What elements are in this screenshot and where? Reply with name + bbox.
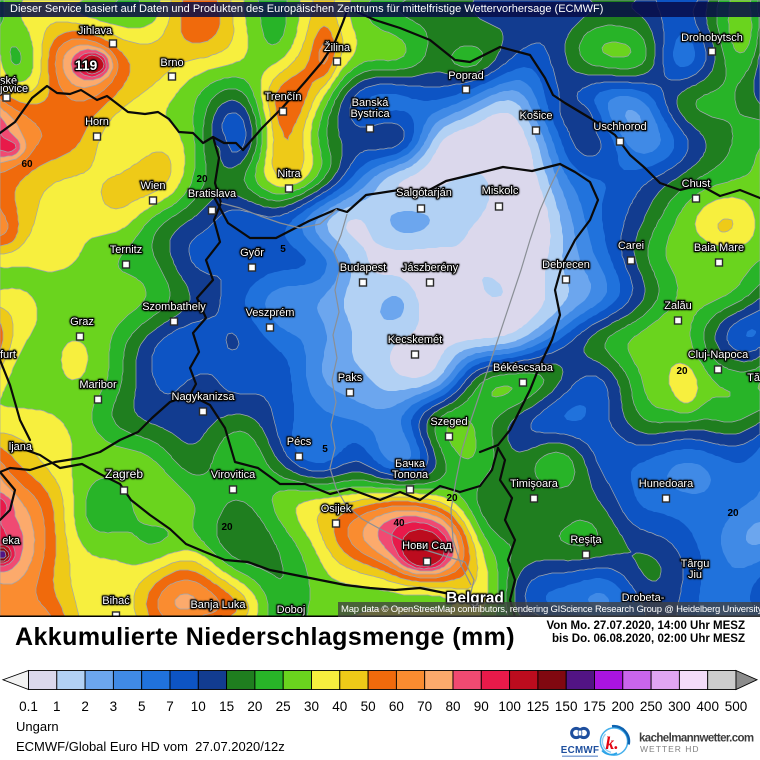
svg-text:Košice: Košice [519, 110, 552, 122]
svg-text:119: 119 [75, 57, 98, 73]
svg-text:40: 40 [332, 699, 347, 714]
svg-text:500: 500 [725, 699, 748, 714]
svg-text:Graz: Graz [70, 316, 94, 328]
svg-text:1: 1 [53, 699, 61, 714]
svg-text:60: 60 [21, 159, 33, 170]
svg-text:5: 5 [280, 244, 286, 255]
svg-text:Carei: Carei [618, 240, 644, 252]
svg-text:Trenčín: Trenčín [265, 91, 302, 103]
svg-text:Pécs: Pécs [287, 436, 312, 448]
svg-text:Târgu: Târgu [681, 558, 710, 570]
svg-text:150: 150 [555, 699, 578, 714]
svg-text:Drobeta-: Drobeta- [622, 592, 665, 604]
svg-text:furt: furt [0, 349, 16, 361]
svg-text:Szeged: Szeged [430, 416, 467, 428]
svg-text:Nagykanizsa: Nagykanizsa [172, 391, 236, 403]
svg-text:Banská: Banská [352, 97, 390, 109]
svg-text:Osijek: Osijek [321, 503, 352, 515]
svg-text:jovice: jovice [0, 83, 28, 95]
svg-text:40: 40 [393, 518, 405, 529]
svg-text:Timişoara: Timişoara [510, 478, 559, 490]
svg-text:Uschhorod: Uschhorod [593, 121, 646, 133]
svg-text:30: 30 [304, 699, 319, 714]
svg-text:200: 200 [612, 699, 635, 714]
svg-text:25: 25 [276, 699, 291, 714]
svg-text:Maribor: Maribor [79, 379, 117, 391]
svg-text:Нови Сад: Нови Сад [402, 540, 452, 552]
svg-text:Brno: Brno [160, 57, 183, 69]
svg-text:Drohobytsch: Drohobytsch [681, 32, 743, 44]
svg-text:20: 20 [727, 508, 739, 519]
svg-text:Reşiţa: Reşiţa [570, 534, 602, 546]
svg-text:50: 50 [361, 699, 376, 714]
svg-text:20: 20 [247, 699, 262, 714]
svg-text:Baia Mare: Baia Mare [694, 242, 744, 254]
svg-text:Nitra: Nitra [277, 168, 301, 180]
svg-text:125: 125 [527, 699, 550, 714]
svg-text:80: 80 [445, 699, 460, 714]
svg-text:5: 5 [322, 444, 328, 455]
svg-text:10: 10 [191, 699, 206, 714]
svg-text:Bratislava: Bratislava [188, 188, 237, 200]
svg-text:Chust: Chust [682, 178, 711, 190]
svg-text:k.: k. [606, 733, 619, 753]
svg-text:Jászberény: Jászberény [402, 262, 459, 274]
svg-text:175: 175 [583, 699, 606, 714]
svg-text:20: 20 [676, 366, 688, 377]
svg-text:Kecskemét: Kecskemét [388, 334, 442, 346]
svg-text:Budapest: Budapest [340, 262, 386, 274]
svg-text:70: 70 [417, 699, 432, 714]
svg-text:3: 3 [110, 699, 118, 714]
svg-text:Топола: Топола [392, 469, 429, 481]
svg-text:Szombathely: Szombathely [142, 301, 206, 313]
svg-text:20: 20 [446, 493, 458, 504]
svg-text:20: 20 [196, 174, 208, 185]
svg-text:100: 100 [498, 699, 521, 714]
svg-text:15: 15 [219, 699, 234, 714]
svg-text:Doboj: Doboj [277, 604, 306, 616]
svg-text:250: 250 [640, 699, 663, 714]
svg-text:60: 60 [389, 699, 404, 714]
svg-text:Győr: Győr [240, 247, 264, 259]
svg-text:ECMWF: ECMWF [561, 745, 600, 756]
svg-text:Miskolc: Miskolc [482, 185, 519, 197]
svg-text:eka: eka [2, 535, 21, 547]
svg-text:90: 90 [474, 699, 489, 714]
svg-text:ské: ské [0, 75, 17, 87]
svg-text:Zalău: Zalău [664, 300, 692, 312]
svg-text:Cluj-Napoca: Cluj-Napoca [688, 349, 749, 361]
svg-text:2: 2 [81, 699, 89, 714]
svg-text:Virovitica: Virovitica [211, 469, 256, 481]
svg-text:0.1: 0.1 [19, 699, 38, 714]
svg-text:Debrecen: Debrecen [542, 259, 590, 271]
svg-text:Banja Luka: Banja Luka [190, 599, 246, 611]
svg-text:Békéscsaba: Békéscsaba [493, 362, 554, 374]
svg-text:Ternitz: Ternitz [110, 244, 142, 256]
svg-text:kachelmannwetter.com: kachelmannwetter.com [639, 733, 754, 745]
svg-text:Jihlava: Jihlava [78, 25, 113, 37]
svg-text:WETTER HD: WETTER HD [640, 744, 700, 754]
svg-text:Horn: Horn [85, 116, 109, 128]
svg-text:300: 300 [668, 699, 691, 714]
svg-text:Paks: Paks [338, 372, 363, 384]
svg-text:5: 5 [138, 699, 146, 714]
svg-text:Žilina: Žilina [324, 41, 351, 54]
svg-text:Hunedoara: Hunedoara [639, 478, 694, 490]
svg-text:20: 20 [221, 522, 233, 533]
svg-text:Bihać: Bihać [102, 595, 130, 607]
svg-text:Bystrica: Bystrica [350, 108, 390, 120]
svg-text:Wien: Wien [140, 180, 165, 192]
svg-text:ljana: ljana [9, 441, 33, 453]
svg-text:Veszprém: Veszprém [246, 307, 295, 319]
svg-text:Бачка: Бачка [395, 458, 426, 470]
svg-text:Jiu: Jiu [688, 569, 702, 581]
svg-text:Zagreb: Zagreb [105, 467, 143, 481]
svg-text:Salgótarján: Salgótarján [396, 187, 452, 199]
svg-text:400: 400 [696, 699, 719, 714]
svg-text:Tă: Tă [747, 372, 760, 384]
svg-text:Poprad: Poprad [448, 70, 483, 82]
svg-text:7: 7 [166, 699, 174, 714]
